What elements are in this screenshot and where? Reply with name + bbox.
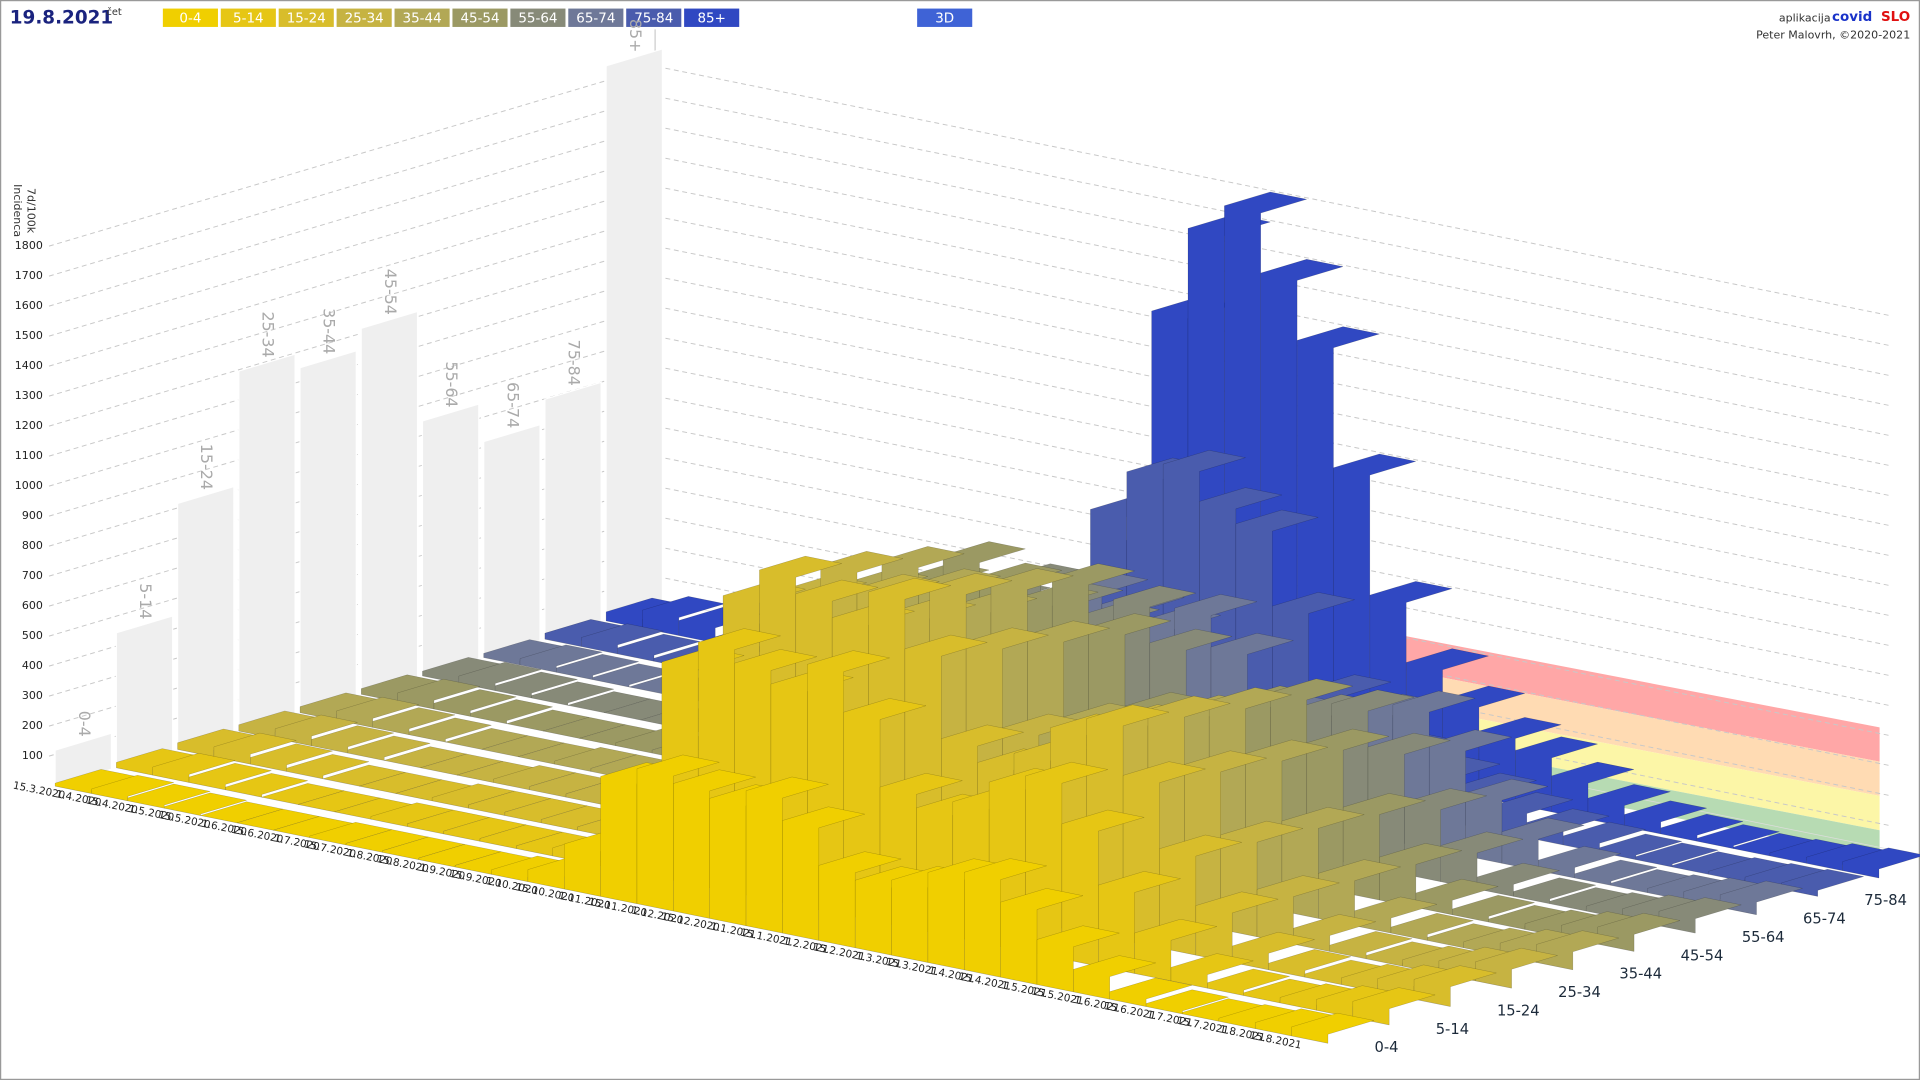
y-tick-label: 1600 [15, 299, 43, 312]
wall-bar [176, 485, 235, 751]
legend-button[interactable] [336, 8, 392, 27]
band-red [1389, 633, 1880, 762]
legend-label[interactable]: 55-64 [518, 11, 557, 26]
z-tick-label: 35-44 [1619, 966, 1662, 983]
y-tick-label: 1300 [15, 389, 43, 402]
z-tick-label: 15-24 [1497, 1002, 1540, 1019]
brand-slo: SLO [1881, 10, 1910, 25]
legend-button[interactable] [394, 8, 450, 27]
band-orange [1389, 667, 1880, 796]
wall-label: 85+ [626, 19, 645, 53]
plot: 100 200 300 400 500 600 700 800 900 1000 1100 1200 1… [12, 19, 1920, 1056]
y-tick-label: 1400 [15, 359, 43, 372]
y-tick-label: 1100 [15, 449, 43, 462]
wall-bar [360, 310, 419, 696]
legend-label[interactable]: 45-54 [460, 11, 499, 26]
bar [1352, 987, 1436, 1026]
legend-label[interactable]: 5-14 [233, 11, 264, 26]
wall-label: 55-64 [442, 361, 461, 407]
z-tick-label: 5-14 [1436, 1021, 1469, 1038]
bar [1291, 1012, 1374, 1044]
legend-label[interactable]: 25-34 [345, 11, 384, 26]
toggle-3d-label[interactable]: 3D [935, 11, 954, 26]
z-tick-label: 55-64 [1742, 929, 1785, 946]
legend-label[interactable]: 65-74 [576, 11, 615, 26]
y-tick-label: 800 [22, 539, 43, 552]
toggle-3d[interactable] [917, 8, 973, 27]
legend-label[interactable]: 35-44 [403, 11, 442, 26]
bar [1781, 868, 1864, 897]
y-tick-label: 1500 [15, 329, 43, 342]
y-axis-title: Incidenca 7d/100k [11, 184, 37, 237]
wall-bar [544, 381, 602, 641]
credit: Peter Malovrh, ©2020-2021 [1756, 29, 1910, 42]
z-tick-label: 45-54 [1681, 947, 1724, 964]
credit-prefix: aplikacija [1779, 11, 1831, 24]
wall-bar [421, 403, 480, 677]
wall-label: 35-44 [320, 308, 339, 354]
wall-bar [605, 48, 664, 622]
y-tick-label: 300 [22, 689, 43, 702]
weekday: čet [107, 6, 122, 18]
legend-button[interactable] [626, 8, 682, 27]
wall-label: 0-4 [75, 711, 94, 737]
bar [1597, 912, 1681, 952]
y-tick-label: 600 [22, 599, 43, 612]
y-tick-label: 1200 [15, 419, 43, 432]
bar [1413, 965, 1497, 1007]
wall-bar [115, 615, 174, 769]
y-tick-label: 500 [22, 629, 43, 642]
bar [1475, 947, 1558, 989]
bar [1536, 930, 1619, 971]
date: 19.8.2021 [10, 7, 113, 28]
y-axis-title-line: 7d/100k [25, 188, 38, 234]
y-tick-label: 1000 [15, 479, 43, 492]
z-tick-label: 0-4 [1374, 1039, 1398, 1056]
y-axis-title-line: Incidenca [11, 184, 24, 237]
legend-label[interactable]: 75-84 [634, 11, 673, 26]
wall-label: 65-74 [503, 382, 522, 428]
legend-button[interactable] [510, 8, 566, 27]
z-tick-label: 75-84 [1864, 892, 1907, 909]
wall-bar [483, 423, 541, 659]
brand-covid: covid [1832, 10, 1872, 25]
legend-button[interactable] [568, 8, 624, 27]
legend-button[interactable] [452, 8, 508, 27]
wall-bar [299, 349, 357, 714]
bar [1658, 897, 1742, 934]
legend-button[interactable] [220, 8, 276, 27]
legend-button[interactable] [278, 8, 334, 27]
legend-button[interactable] [162, 8, 218, 27]
y-tick-label: 1800 [15, 239, 43, 252]
wall-label: 5-14 [136, 583, 155, 619]
y-tick-label: 100 [22, 749, 43, 762]
legend-button[interactable] [684, 8, 740, 27]
legend-label[interactable]: 15-24 [287, 11, 326, 26]
wall-label: 25-34 [258, 311, 277, 357]
z-tick-label: 25-34 [1558, 984, 1601, 1001]
y-tick-label: 1700 [15, 269, 43, 282]
wall-label: 15-24 [197, 444, 216, 490]
z-tick-label: 65-74 [1803, 911, 1846, 928]
legend: 0-4 5-14 15-24 25-34 35-44 45-54 55-64 65-74 75-… [162, 8, 740, 27]
wall-label: 75-84 [565, 340, 584, 386]
bar [1842, 847, 1920, 879]
y-tick-label: 200 [22, 719, 43, 732]
legend-label[interactable]: 85+ [697, 11, 725, 26]
bar [1719, 880, 1803, 915]
y-tick-label: 400 [22, 659, 43, 672]
y-tick-label: 900 [22, 509, 43, 522]
wall-label: 45-54 [381, 269, 400, 315]
wall-bar [238, 353, 296, 732]
y-tick-label: 700 [22, 569, 43, 582]
legend-label[interactable]: 0-4 [179, 11, 201, 26]
